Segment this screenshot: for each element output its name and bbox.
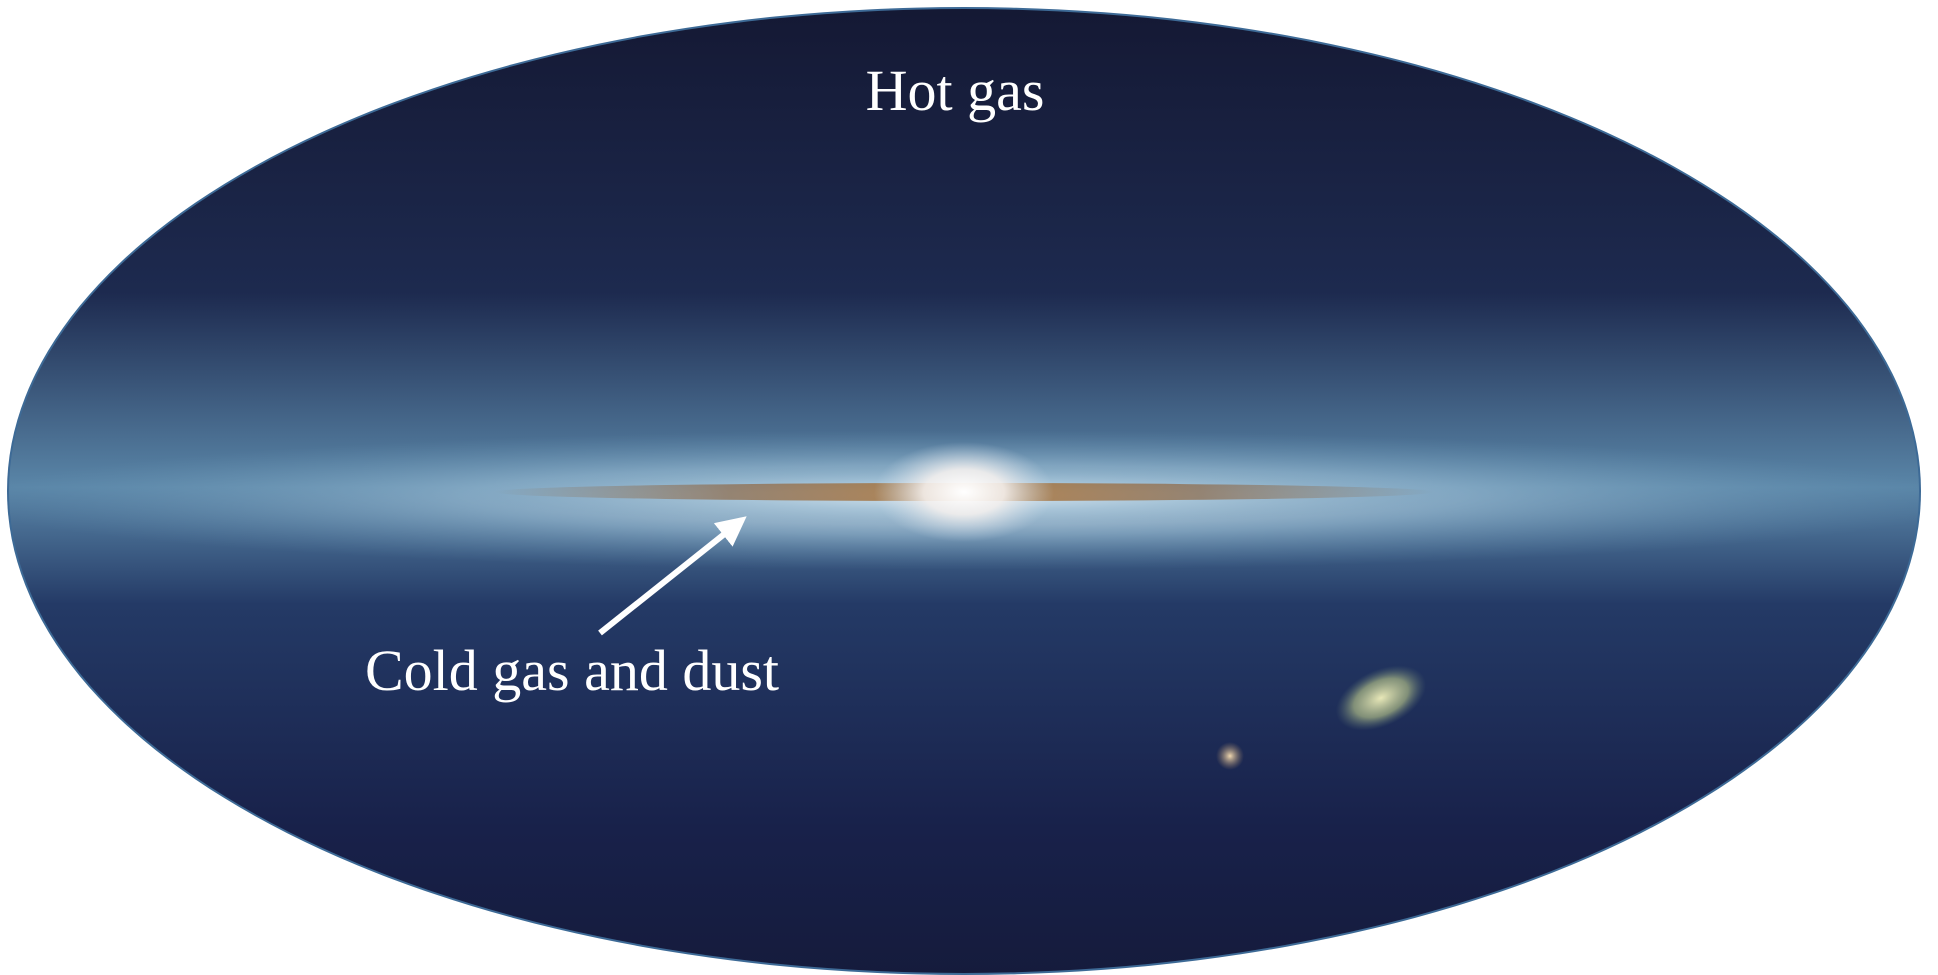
hot-gas-label: Hot gas: [866, 58, 1045, 123]
cold-gas-label: Cold gas and dust: [365, 638, 779, 703]
arrow: [598, 516, 747, 636]
